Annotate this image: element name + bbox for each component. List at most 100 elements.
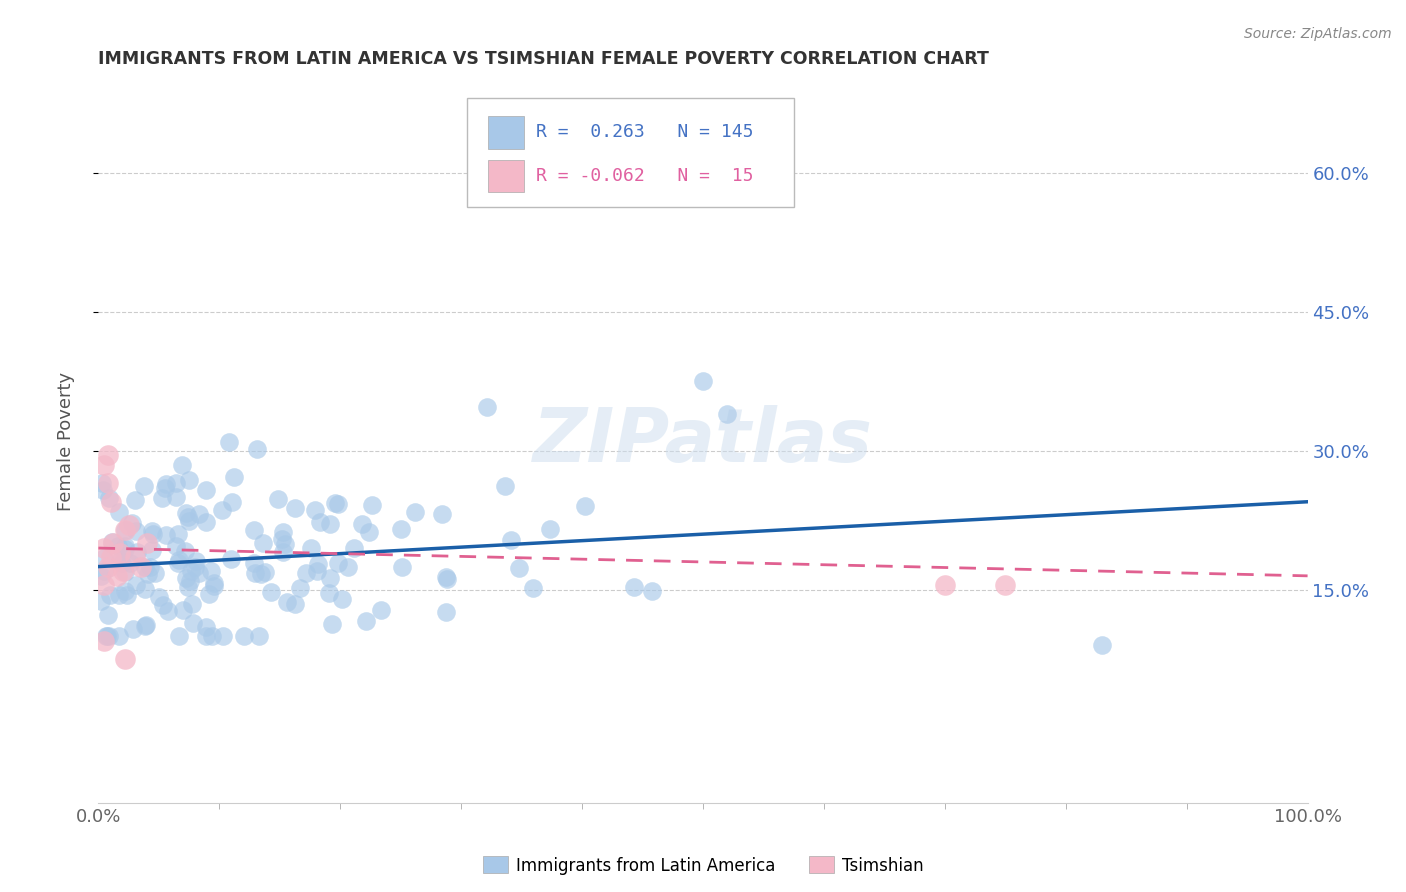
Point (114, 583, 136, 598)
Point (114, 652, 136, 666)
Point (323, 496, 346, 510)
Point (90, 569, 112, 583)
Text: ZIPatlas: ZIPatlas (533, 405, 873, 478)
Point (180, 564, 202, 578)
Point (179, 574, 201, 588)
Point (436, 605, 458, 619)
Point (243, 566, 266, 580)
Point (288, 581, 311, 595)
Point (165, 540, 187, 554)
Point (354, 615, 377, 629)
Point (361, 498, 384, 512)
Point (188, 507, 211, 521)
Point (152, 598, 174, 612)
Point (343, 541, 366, 556)
Point (436, 572, 458, 586)
Point (110, 557, 132, 571)
Point (202, 579, 225, 593)
Point (93, 541, 115, 555)
Point (211, 503, 233, 517)
Point (91, 476, 114, 491)
Point (202, 575, 225, 590)
Point (404, 505, 426, 519)
Point (233, 629, 256, 643)
Point (135, 536, 157, 550)
Point (100, 550, 122, 565)
Point (177, 510, 200, 524)
Point (522, 581, 544, 595)
Point (165, 475, 187, 490)
Point (501, 533, 523, 548)
Point (129, 559, 152, 574)
FancyBboxPatch shape (467, 98, 793, 207)
Point (111, 564, 134, 578)
Point (97, 449, 120, 463)
Point (121, 516, 143, 530)
Point (132, 479, 155, 493)
Point (96, 629, 118, 643)
Point (134, 582, 156, 597)
Point (247, 629, 270, 643)
Point (307, 557, 329, 571)
Point (326, 556, 349, 570)
Point (166, 556, 188, 570)
Point (124, 493, 146, 508)
Point (221, 494, 243, 508)
Point (308, 515, 330, 529)
Point (352, 516, 374, 531)
Point (250, 567, 273, 582)
Point (93, 564, 115, 578)
Point (93, 551, 115, 566)
Point (139, 560, 162, 574)
Point (252, 535, 274, 549)
Point (321, 617, 343, 632)
Point (254, 565, 277, 579)
Point (153, 481, 176, 495)
Point (143, 566, 166, 580)
Point (243, 523, 266, 537)
Point (267, 491, 290, 506)
Point (118, 517, 141, 532)
Point (134, 560, 156, 574)
Point (430, 507, 453, 521)
Point (155, 527, 177, 541)
Point (114, 565, 136, 579)
Point (299, 541, 322, 556)
Point (243, 556, 266, 570)
Point (186, 554, 208, 568)
Point (574, 500, 596, 514)
Point (125, 524, 148, 538)
Point (284, 500, 307, 515)
Point (174, 571, 197, 585)
Point (148, 591, 170, 605)
Point (1091, 638, 1114, 652)
Point (305, 565, 328, 579)
Point (114, 542, 136, 557)
Point (184, 559, 207, 574)
Point (194, 629, 217, 643)
Point (114, 539, 136, 553)
Point (108, 505, 131, 519)
Point (270, 532, 292, 546)
Point (370, 602, 392, 616)
Point (200, 565, 222, 579)
Point (174, 507, 197, 521)
Point (330, 592, 353, 607)
Point (934, 578, 956, 592)
Point (218, 434, 240, 449)
Point (176, 580, 198, 594)
Point (224, 470, 246, 484)
Point (538, 522, 561, 536)
Point (436, 570, 458, 584)
Point (195, 515, 218, 529)
Point (172, 458, 194, 472)
Point (96, 629, 118, 643)
Point (173, 543, 195, 558)
Point (135, 618, 157, 632)
Y-axis label: Female Poverty: Female Poverty (56, 372, 75, 511)
Point (150, 491, 173, 505)
Legend: Immigrants from Latin America, Tsimshian: Immigrants from Latin America, Tsimshian (475, 850, 931, 881)
Point (211, 629, 233, 643)
Text: IMMIGRANTS FROM LATIN AMERICA VS TSIMSHIAN FEMALE POVERTY CORRELATION CHART: IMMIGRANTS FROM LATIN AMERICA VS TSIMSHI… (98, 50, 990, 68)
Point (141, 543, 163, 558)
